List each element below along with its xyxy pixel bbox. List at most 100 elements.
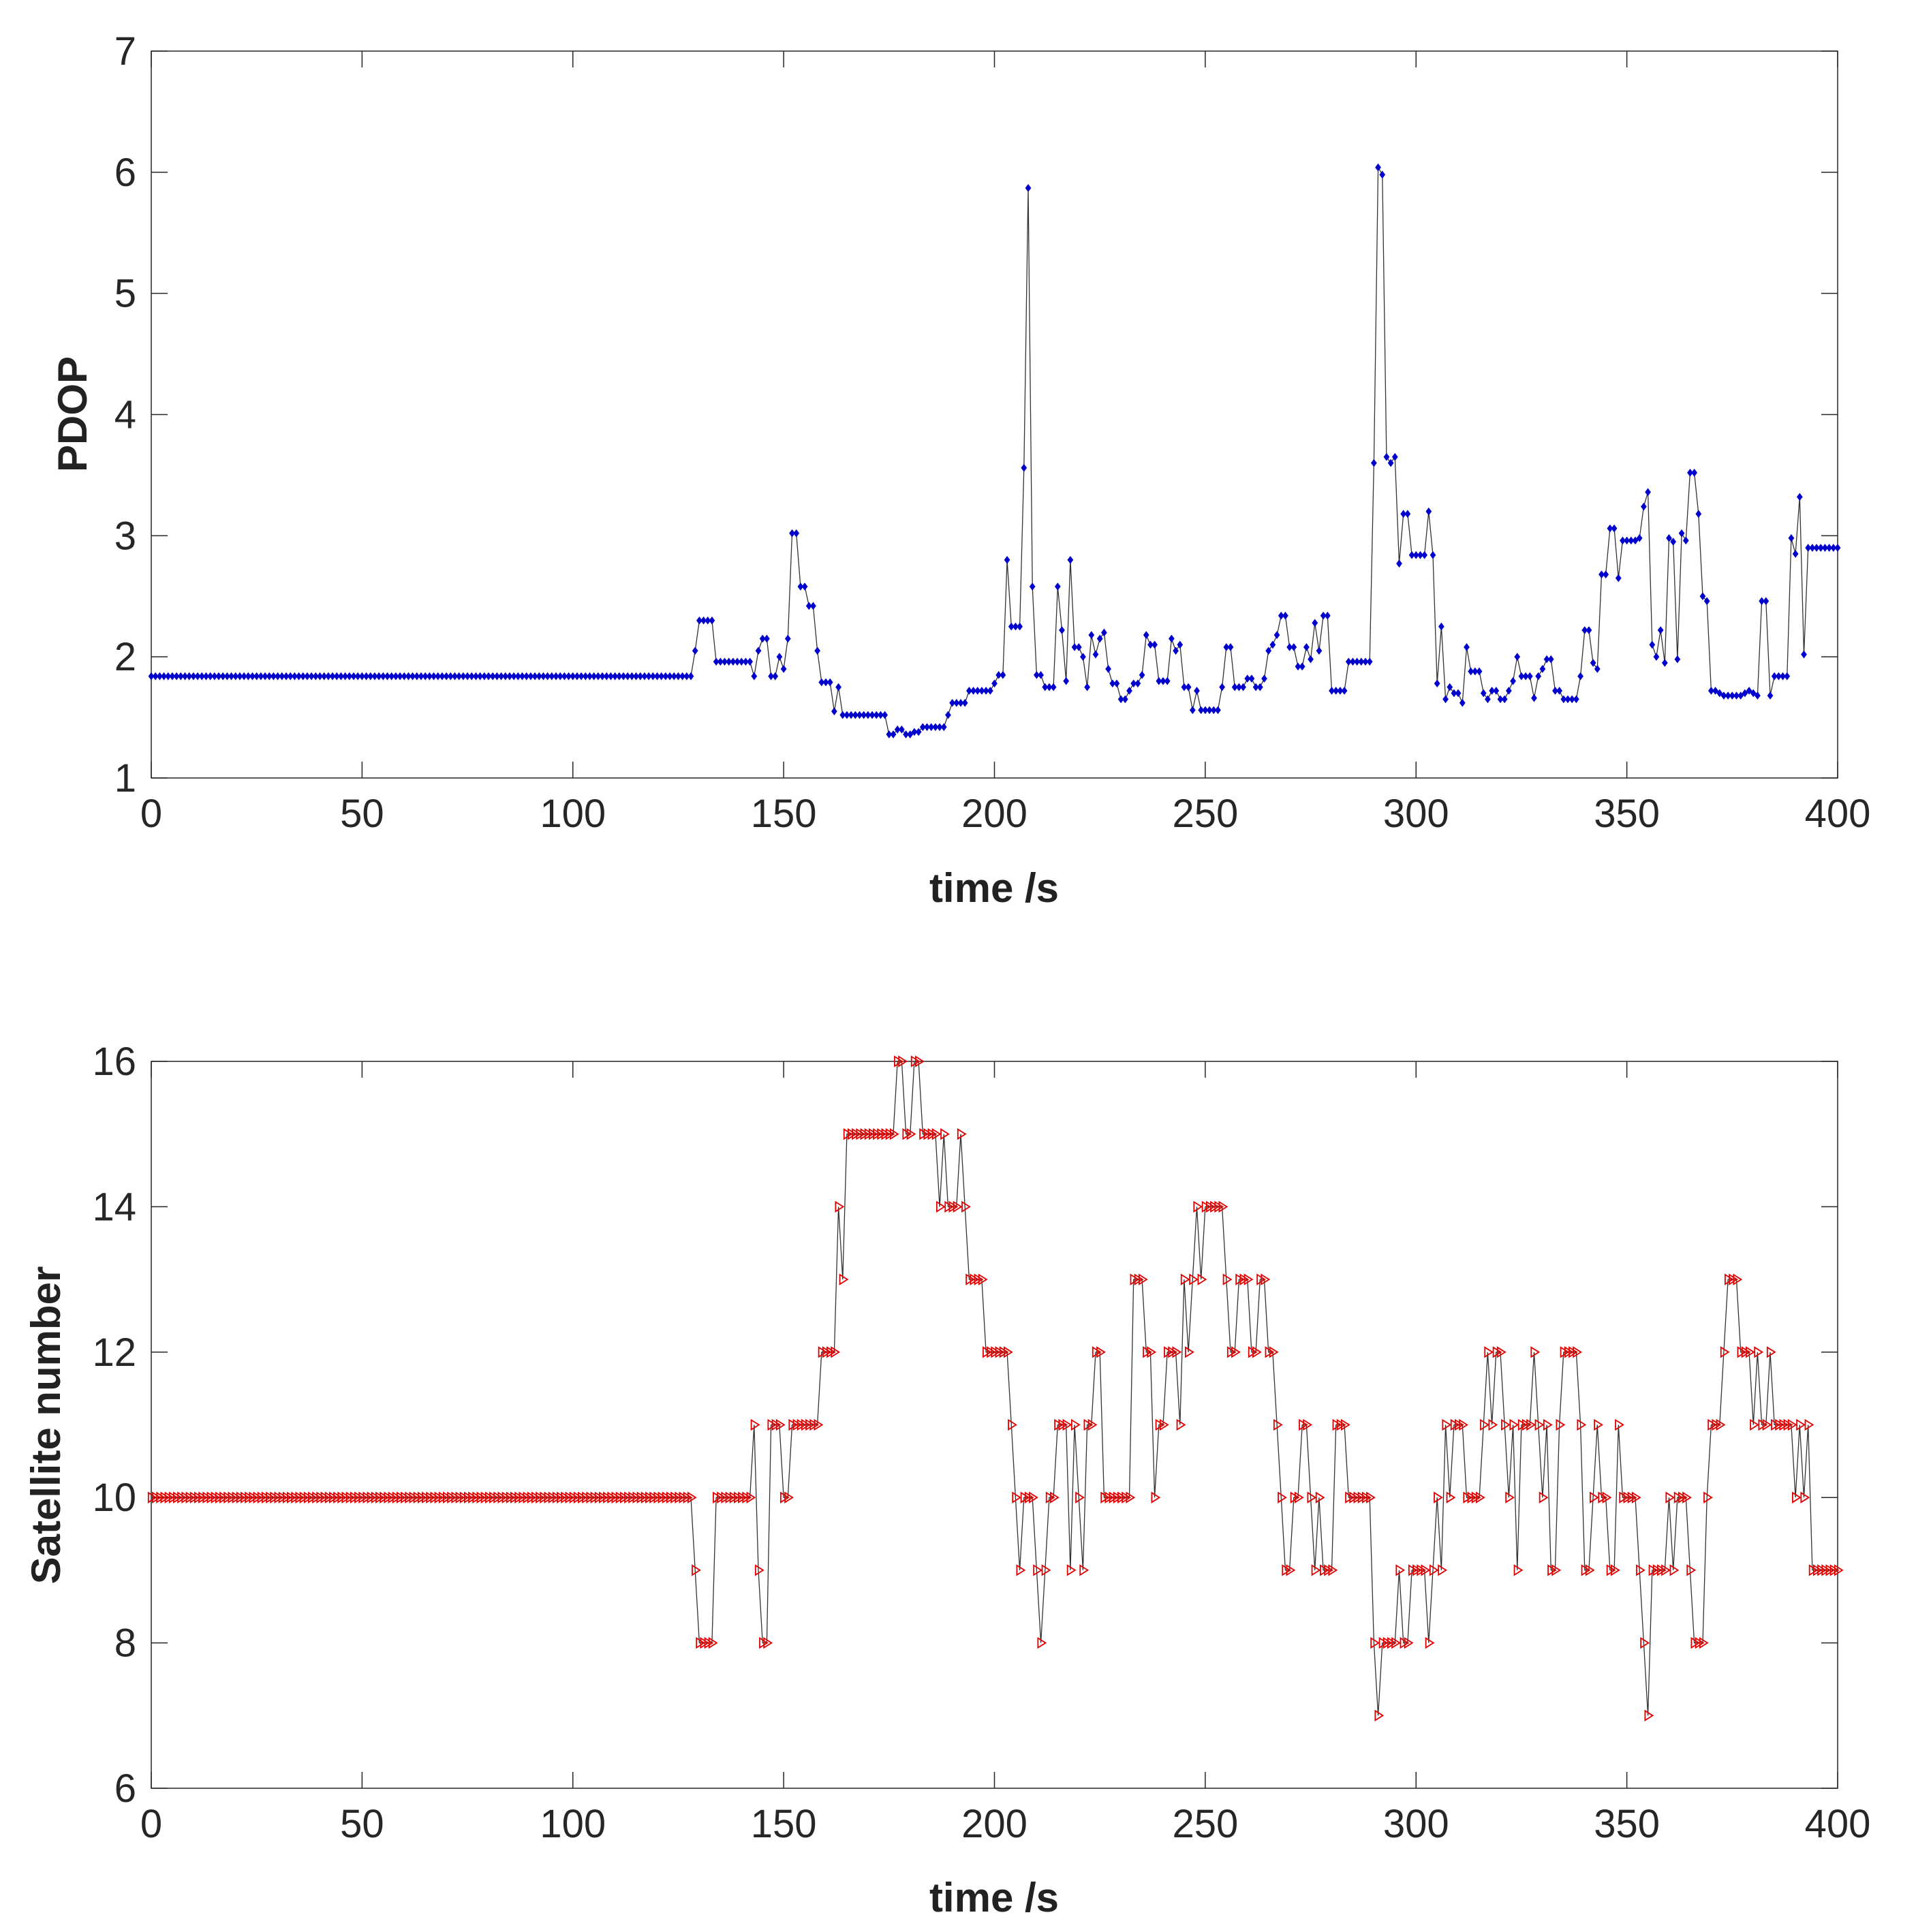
satellite-data-point — [1016, 1564, 1026, 1576]
satellite-data-point — [1340, 1418, 1350, 1431]
pdop-data-point — [764, 634, 770, 643]
pdop-data-point — [1316, 646, 1323, 655]
pdop-data-point — [1531, 694, 1537, 702]
pdop-data-point — [1687, 469, 1693, 477]
pdop-data-point — [1173, 646, 1179, 655]
pdop-data-point — [296, 672, 302, 681]
satellite-data-point — [831, 1346, 841, 1358]
pdop-data-point — [342, 672, 348, 681]
pdop-data-point — [203, 672, 209, 681]
pdop-data-point — [894, 726, 901, 734]
satellite-data-point — [957, 1128, 967, 1140]
pdop-data-point — [1729, 691, 1735, 700]
pdop-data-point — [1303, 643, 1310, 651]
pdop-data-point — [717, 657, 724, 666]
pdop-data-point — [452, 672, 458, 681]
pdop-data-point — [540, 672, 546, 681]
satellite-data-point — [1669, 1564, 1680, 1576]
pdop-data-point — [346, 672, 353, 681]
pdop-data-point — [578, 672, 585, 681]
satellite-data-point — [1796, 1418, 1806, 1431]
pdop-data-point — [919, 723, 926, 732]
pdop-data-point — [367, 672, 374, 681]
pdop-data-point — [1412, 550, 1419, 559]
pdop-data-point — [447, 672, 454, 681]
satellite-data-point — [1615, 1418, 1624, 1431]
pdop-data-point — [182, 672, 188, 681]
pdop-data-point — [1805, 544, 1812, 552]
pdop-data-point — [548, 672, 555, 681]
pdop-data-point — [236, 672, 243, 681]
satellite-data-point — [1556, 1418, 1566, 1431]
pdop-data-point — [1560, 695, 1567, 704]
pdop-data-point — [1088, 631, 1095, 639]
satellite-data-point — [1395, 1564, 1406, 1576]
pdop-data-point — [1008, 622, 1015, 631]
pdop-data-point — [1581, 626, 1588, 634]
pdop-data-point — [435, 672, 442, 681]
pdop-data-point — [835, 683, 841, 691]
pdop-data-point — [683, 672, 690, 681]
pdop-data-point — [1210, 706, 1217, 715]
pdop-data-point — [308, 672, 315, 681]
pdop-data-point — [519, 672, 525, 681]
pdop-data-point — [734, 657, 741, 666]
pdop-data-point — [1485, 695, 1491, 704]
satellite-data-point — [1505, 1491, 1515, 1503]
pdop-data-point — [253, 672, 260, 681]
satellite-y-tick-label: 16 — [92, 1040, 136, 1084]
pdop-data-point — [1345, 657, 1352, 666]
pdop-data-point — [544, 672, 551, 681]
pdop-data-point — [793, 529, 800, 537]
pdop-data-point — [1826, 544, 1832, 552]
pdop-data-point — [670, 672, 677, 681]
pdop-data-point — [1143, 631, 1149, 639]
pdop-data-point — [1084, 683, 1090, 691]
pdop-data-point — [1113, 679, 1120, 688]
satellite-data-point — [1029, 1491, 1038, 1503]
satellite-data-point — [1594, 1418, 1604, 1431]
satellite-data-point — [708, 1636, 718, 1649]
satellite-data-point — [1033, 1564, 1043, 1576]
satellite-data-point — [1434, 1491, 1443, 1503]
pdop-data-point — [1472, 667, 1479, 676]
pdop-data-point — [1252, 683, 1259, 691]
pdop-data-point — [1139, 671, 1145, 679]
pdop-data-point — [1611, 524, 1618, 533]
pdop-data-point — [1834, 544, 1841, 552]
satellite-data-point — [1834, 1564, 1844, 1576]
satellite-data-point — [1459, 1418, 1469, 1431]
pdop-data-point — [190, 672, 197, 681]
pdop-data-point — [1759, 597, 1765, 606]
pdop-data-point — [649, 672, 656, 681]
satellite-data-point — [1640, 1636, 1650, 1649]
pdop-data-point — [1628, 536, 1635, 545]
satellite-data-point — [1438, 1564, 1448, 1576]
pdop-data-point — [157, 672, 163, 681]
pdop-data-point — [464, 672, 471, 681]
satellite-data-point — [814, 1418, 824, 1431]
pdop-data-point — [224, 672, 230, 681]
pdop-data-point — [932, 723, 939, 732]
satellite-data-point — [1311, 1564, 1321, 1576]
pdop-data-point — [439, 672, 446, 681]
satellite-data-point — [940, 1128, 950, 1140]
pdop-data-point — [275, 672, 281, 681]
pdop-data-point — [595, 672, 602, 681]
pdop-series — [148, 163, 1841, 738]
satellite-data-point — [1328, 1564, 1338, 1576]
pdop-data-point — [953, 698, 960, 707]
satellite-data-point — [1750, 1418, 1759, 1431]
pdop-data-point — [726, 657, 732, 666]
satellite-data-point — [931, 1128, 942, 1140]
satellite-data-point — [1610, 1564, 1620, 1576]
pdop-data-point — [1169, 634, 1175, 643]
pdop-data-point — [262, 672, 268, 681]
pdop-data-point — [1067, 556, 1074, 564]
pdop-data-point — [1080, 653, 1086, 661]
satellite-data-point — [1062, 1418, 1072, 1431]
pdop-data-point — [1670, 537, 1677, 546]
satellite-data-point — [1745, 1346, 1755, 1358]
satellite-data-point — [1087, 1418, 1098, 1431]
pdop-data-point — [266, 672, 273, 681]
